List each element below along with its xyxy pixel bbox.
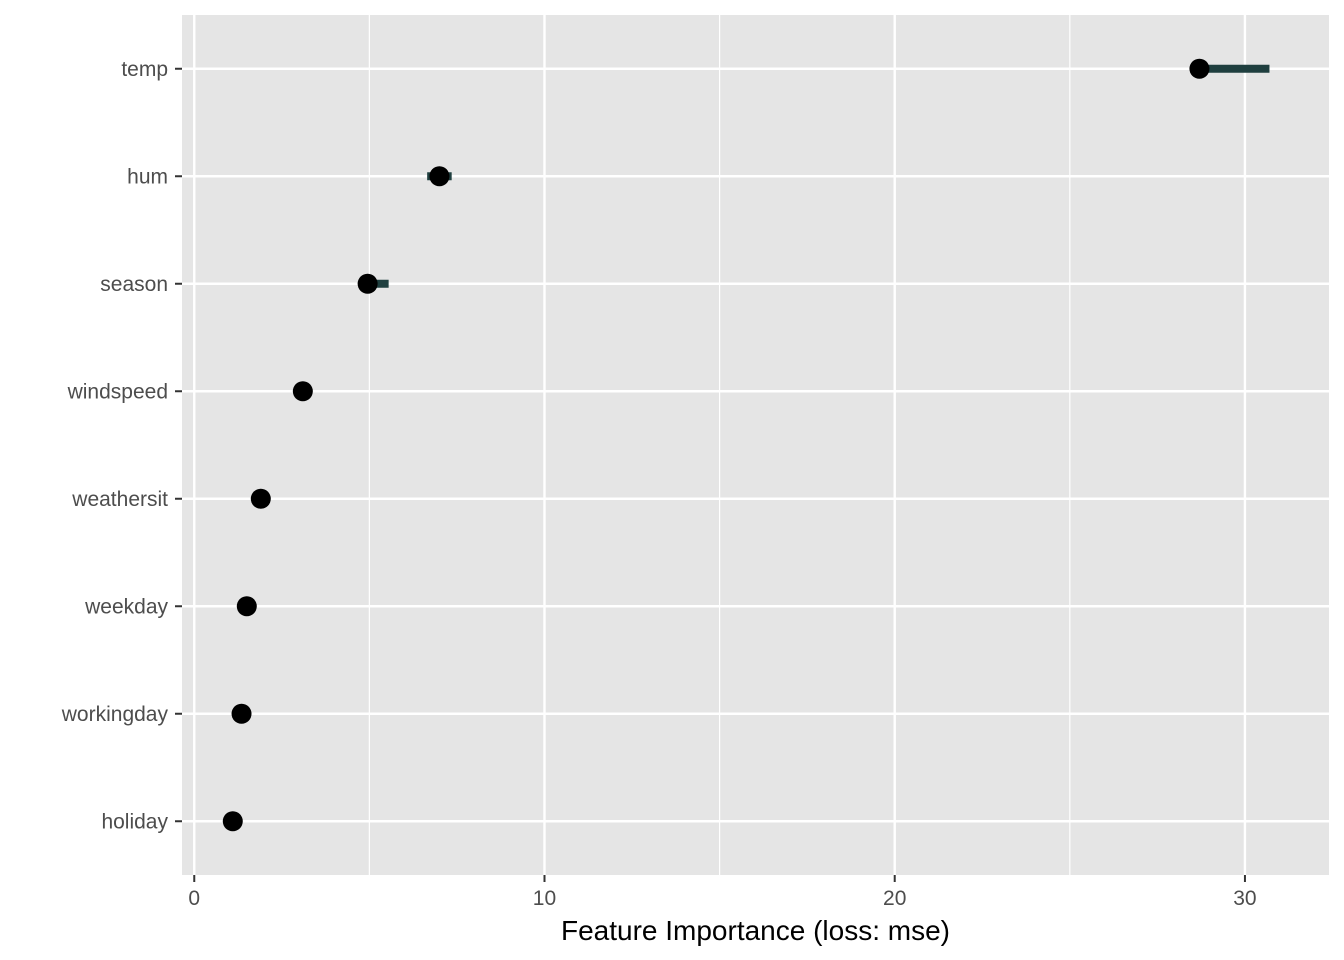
y-tick-label: season [100,273,168,296]
point-workingday [231,703,252,724]
x-axis: 0 10 20 30 [188,875,1257,910]
point-temp [1189,58,1210,79]
x-tick-label: 0 [188,887,200,910]
x-tick-label: 30 [1233,887,1256,910]
point-holiday [222,811,243,832]
y-tick-label: workingday [61,703,169,726]
importance-points [222,58,1210,832]
point-windspeed [292,381,313,402]
point-weekday [236,596,257,617]
minor-gridlines [368,15,1071,875]
y-tick-label: weekday [84,595,168,618]
point-weathersit [250,488,271,509]
y-tick-label: temp [121,58,168,81]
y-tick-label: holiday [101,810,168,833]
y-tick-label: windspeed [67,380,168,403]
x-tick-label: 20 [883,887,906,910]
x-axis-title: Feature Importance (loss: mse) [561,915,950,946]
x-tick-label: 10 [533,887,556,910]
y-tick-label: weathersit [71,488,168,511]
y-axis: temp hum season windspeed weathersit weekday w… [61,58,182,833]
y-tick-label: hum [127,165,168,188]
major-gridlines [182,15,1329,875]
point-hum [429,166,450,187]
point-season [357,273,378,294]
plot-panel [182,15,1329,875]
